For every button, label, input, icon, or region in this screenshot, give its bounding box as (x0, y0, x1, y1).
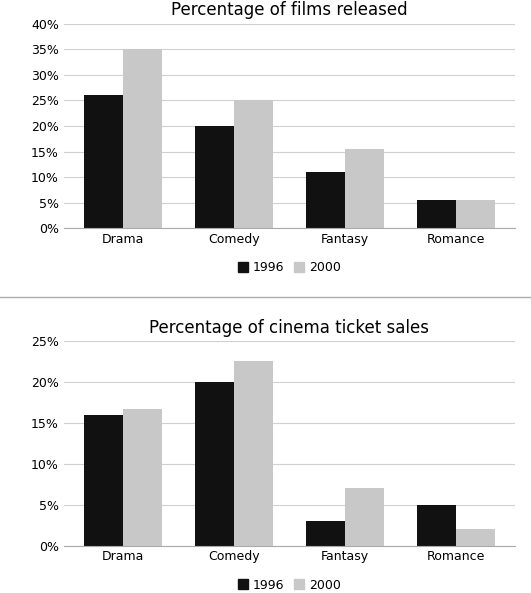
Bar (84, 95, 123, 228)
Bar (417, 505, 456, 546)
Bar (306, 521, 345, 546)
Title: Percentage of films released: Percentage of films released (171, 1, 408, 20)
Bar (306, 172, 345, 228)
Bar (234, 100, 273, 228)
Bar (345, 488, 384, 546)
Legend: 1996, 2000: 1996, 2000 (233, 573, 346, 593)
Bar (456, 200, 494, 228)
Bar (195, 126, 234, 228)
Bar (234, 361, 273, 546)
Bar (456, 529, 494, 546)
Bar (417, 200, 456, 228)
Bar (123, 49, 162, 228)
Legend: 1996, 2000: 1996, 2000 (233, 256, 346, 279)
Bar (123, 409, 162, 546)
Bar (345, 149, 384, 228)
Title: Percentage of cinema ticket sales: Percentage of cinema ticket sales (149, 318, 430, 337)
Bar (195, 382, 234, 546)
Bar (84, 415, 123, 546)
